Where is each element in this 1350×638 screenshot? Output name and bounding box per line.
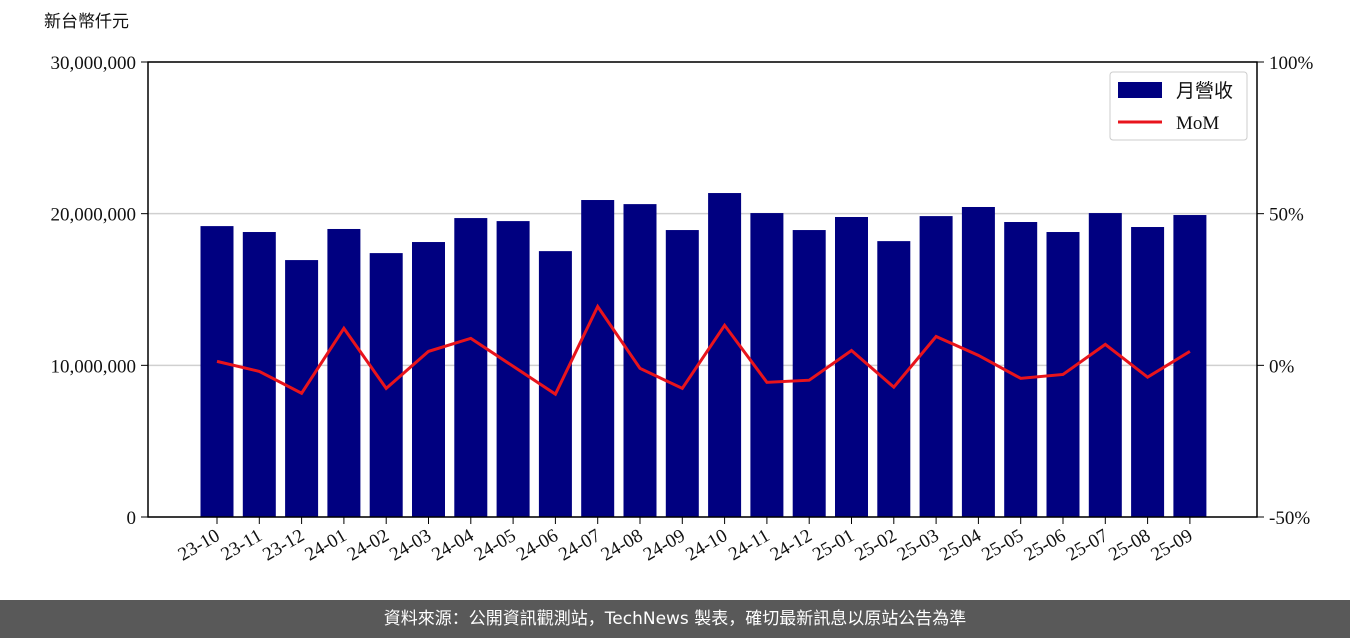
y2-tick-label: 50%: [1269, 205, 1304, 226]
x-tick-label: 24-09: [640, 525, 689, 565]
legend-label: MoM: [1176, 113, 1219, 134]
x-tick-label: 25-09: [1148, 525, 1197, 565]
x-tick-label: 24-02: [344, 525, 393, 565]
bar: [919, 216, 953, 518]
legend: 月營收 MoM: [1109, 71, 1248, 141]
x-tick-label: 24-11: [725, 525, 773, 565]
y2-tick-label: 0%: [1269, 356, 1295, 377]
y-tick-label: 20,000,000: [51, 205, 137, 226]
chart: 新台幣仟元 0 10,000,000 20,000,000 30,000,000 -50…: [44, 12, 1314, 566]
x-tick-label: 23-12: [259, 525, 308, 565]
bar: [1004, 222, 1038, 517]
x-tick-label: 25-04: [936, 525, 985, 566]
x-tick-label: 25-06: [1021, 525, 1070, 565]
x-tick-label: 24-12: [767, 525, 816, 565]
x-tick-label: 24-10: [682, 525, 731, 565]
x-tick-label: 25-08: [1105, 525, 1154, 565]
x-tick-label: 24-01: [302, 525, 351, 565]
bar: [412, 242, 445, 518]
x-tick-label: 24-08: [598, 525, 647, 565]
bar: [454, 218, 488, 517]
bar: [369, 253, 403, 517]
x-tick-label: 23-10: [175, 525, 224, 565]
x-tick-label: 24-05: [471, 525, 520, 565]
x-tick-label: 24-06: [513, 525, 562, 565]
y-tick-label: 0: [127, 508, 137, 529]
legend-swatch: [1118, 82, 1162, 98]
y-tick-label: 30,000,000: [51, 53, 137, 74]
bar: [242, 232, 276, 518]
bar: [708, 193, 742, 518]
bar: [538, 251, 572, 517]
x-tick-label: 24-07: [555, 525, 604, 565]
footer: 資料來源：公開資訊觀測站，TechNews 製表，確切最新訊息以原站公告為準: [0, 600, 1350, 638]
y-axis-label: 新台幣仟元: [44, 12, 129, 32]
bar: [496, 221, 530, 517]
bar: [835, 217, 868, 517]
plot-frame: [147, 61, 1258, 518]
x-tick-label: 24-04: [428, 525, 477, 566]
x-tick-label: 25-05: [978, 525, 1027, 565]
x-tick-label: 23-11: [218, 525, 266, 565]
x-tick-label: 25-07: [1063, 525, 1112, 565]
bar: [1088, 213, 1122, 517]
legend-label: 月營收: [1176, 80, 1233, 102]
x-tick-label: 25-03: [894, 525, 943, 565]
bar: [581, 200, 615, 517]
y-tick-label: 10,000,000: [51, 356, 137, 377]
x-tick-label: 25-01: [809, 525, 858, 565]
bar: [1173, 215, 1207, 517]
bar: [200, 226, 234, 517]
bar: [1131, 227, 1165, 517]
y2-tick-label: -50%: [1269, 508, 1310, 529]
x-tick-label: 25-02: [851, 525, 900, 565]
bar: [623, 204, 657, 517]
bar: [327, 228, 361, 518]
line: [216, 303, 1191, 397]
x-tick-label: 24-03: [386, 525, 435, 565]
y2-tick-label: 100%: [1269, 53, 1314, 74]
